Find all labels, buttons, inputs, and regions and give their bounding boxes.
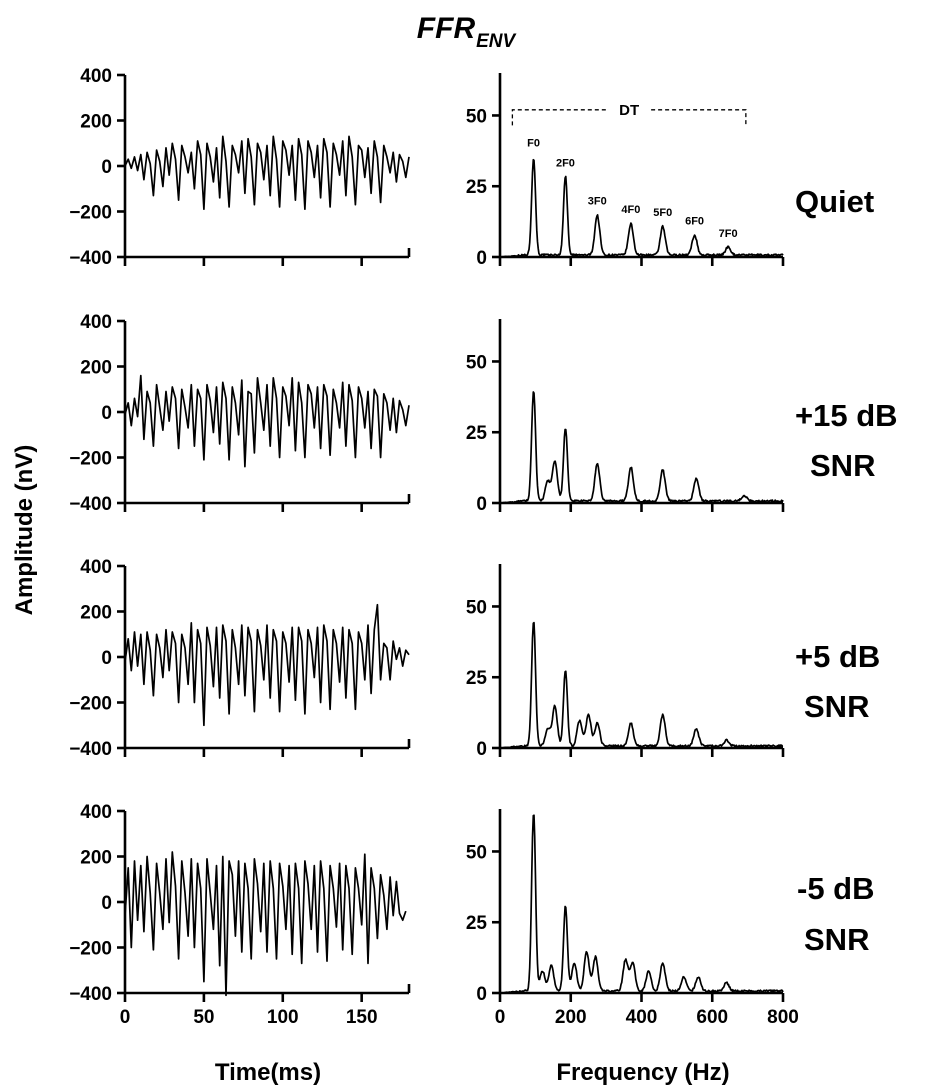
time-y-tick-label: −200: [69, 203, 112, 224]
spectrum-panel-1: 50 25 0 DT F0 2F0 3F0 4F0 5F0 6F0 7F0: [466, 73, 785, 269]
time-panel-3: 400 200 0 −200 −400: [69, 557, 411, 760]
condition-label-minus5-line2: SNR: [804, 922, 869, 957]
time-waveform-trace: [124, 851, 407, 997]
spectrum-y-tick-label: 25: [466, 423, 488, 444]
time-y-tick-label: −400: [69, 739, 112, 760]
harmonic-label: 5F0: [653, 207, 672, 219]
time-panel-2: 400 200 0 −200 −400: [69, 312, 411, 515]
dt-bracket-left: [511, 109, 608, 126]
time-y-tick-label: 200: [80, 358, 112, 379]
time-waveform-trace: [124, 374, 410, 468]
condition-label-quiet: Quiet: [795, 184, 874, 219]
time-y-tick-label: −400: [69, 494, 112, 515]
time-y-tick-label: 0: [101, 648, 112, 669]
condition-label-plus15-line2: SNR: [810, 448, 875, 483]
condition-label-plus5-line1: +5 dB: [795, 639, 880, 674]
spectrum-x-tick-label: 200: [555, 1007, 587, 1028]
figure-title-subscript: ENV: [476, 31, 516, 52]
harmonic-label: 6F0: [685, 215, 704, 227]
spectrum-y-tick-label: 50: [466, 597, 487, 618]
harmonic-label: F0: [527, 138, 540, 150]
time-y-tick-label: 400: [80, 312, 112, 333]
spectrum-trace: [499, 391, 784, 504]
time-y-tick-label: 200: [80, 603, 112, 624]
harmonic-label: 3F0: [588, 196, 607, 208]
time-panel-1: 400 200 0 −200 −400: [69, 66, 411, 269]
time-y-tick-label: −200: [69, 939, 112, 960]
time-y-tick-label: 400: [80, 66, 112, 87]
spectrum-panel-3: 50 25 0: [466, 564, 785, 760]
time-y-tick-label: −400: [69, 984, 112, 1005]
time-y-tick-label: −200: [69, 449, 112, 470]
spectrum-x-tick-label: 800: [767, 1007, 799, 1028]
figure-title-main: FFR: [417, 12, 476, 45]
spectrum-panel-4: 50 25 00 200 400 600 800: [466, 809, 799, 1028]
spectrum-y-tick-label: 50: [466, 352, 487, 373]
y-axis-title: Amplitude (nV): [11, 445, 38, 616]
time-x-tick-label: 150: [346, 1007, 378, 1028]
spectrum-x-tick-label: 0: [495, 1007, 506, 1028]
spectrum-trace: [499, 158, 784, 258]
spectrum-trace: [499, 621, 784, 749]
time-y-tick-label: 200: [80, 112, 112, 133]
spectrum-y-tick-label: 25: [466, 913, 488, 934]
dt-label: DT: [619, 102, 639, 119]
x-axis-title-time: Time(ms): [215, 1059, 321, 1086]
condition-label-plus15-line1: +15 dB: [795, 398, 898, 433]
harmonic-label: 4F0: [621, 204, 640, 216]
spectrum-y-tick-label: 25: [466, 177, 488, 198]
time-x-tick-label: 0: [120, 1007, 131, 1028]
dt-bracket-right: [651, 109, 747, 126]
time-panel-4: 400 200 0 −200 −400 0 50 100 150: [69, 802, 411, 1028]
condition-label-plus5-line2: SNR: [804, 689, 869, 724]
time-x-tick-label: 50: [193, 1007, 214, 1028]
time-y-tick-label: −200: [69, 694, 112, 715]
time-y-tick-label: 400: [80, 802, 112, 823]
time-x-tick-label: 100: [267, 1007, 299, 1028]
spectrum-y-tick-label: 25: [466, 668, 488, 689]
time-y-tick-label: 0: [101, 893, 112, 914]
x-axis-title-frequency: Frequency (Hz): [556, 1059, 729, 1086]
time-y-tick-label: 200: [80, 848, 112, 869]
spectrum-y-tick-label: 0: [476, 494, 487, 515]
spectrum-x-tick-label: 600: [696, 1007, 728, 1028]
panels-group: 400 200 0 −200 −400 400 200 0 −200 −400 400 200 0 −20…: [69, 66, 799, 1028]
spectrum-y-tick-label: 50: [466, 842, 487, 863]
spectrum-y-tick-label: 0: [476, 739, 487, 760]
time-y-tick-label: 0: [101, 157, 112, 178]
time-waveform-trace: [124, 603, 410, 727]
spectrum-y-tick-label: 0: [476, 984, 487, 1005]
spectrum-trace: [499, 814, 784, 994]
spectrum-y-tick-label: 0: [476, 248, 487, 269]
harmonic-label: 7F0: [719, 228, 738, 240]
time-y-tick-label: −400: [69, 248, 112, 269]
spectrum-panel-2: 50 25 0: [466, 319, 785, 515]
time-y-tick-label: 400: [80, 557, 112, 578]
harmonic-label: 2F0: [556, 157, 575, 169]
spectrum-y-tick-label: 50: [466, 106, 487, 127]
spectrum-x-tick-label: 400: [626, 1007, 658, 1028]
condition-label-minus5-line1: -5 dB: [797, 871, 875, 906]
time-waveform-trace: [124, 135, 410, 211]
time-y-tick-label: 0: [101, 403, 112, 424]
figure-title: FFRENV: [417, 12, 517, 52]
